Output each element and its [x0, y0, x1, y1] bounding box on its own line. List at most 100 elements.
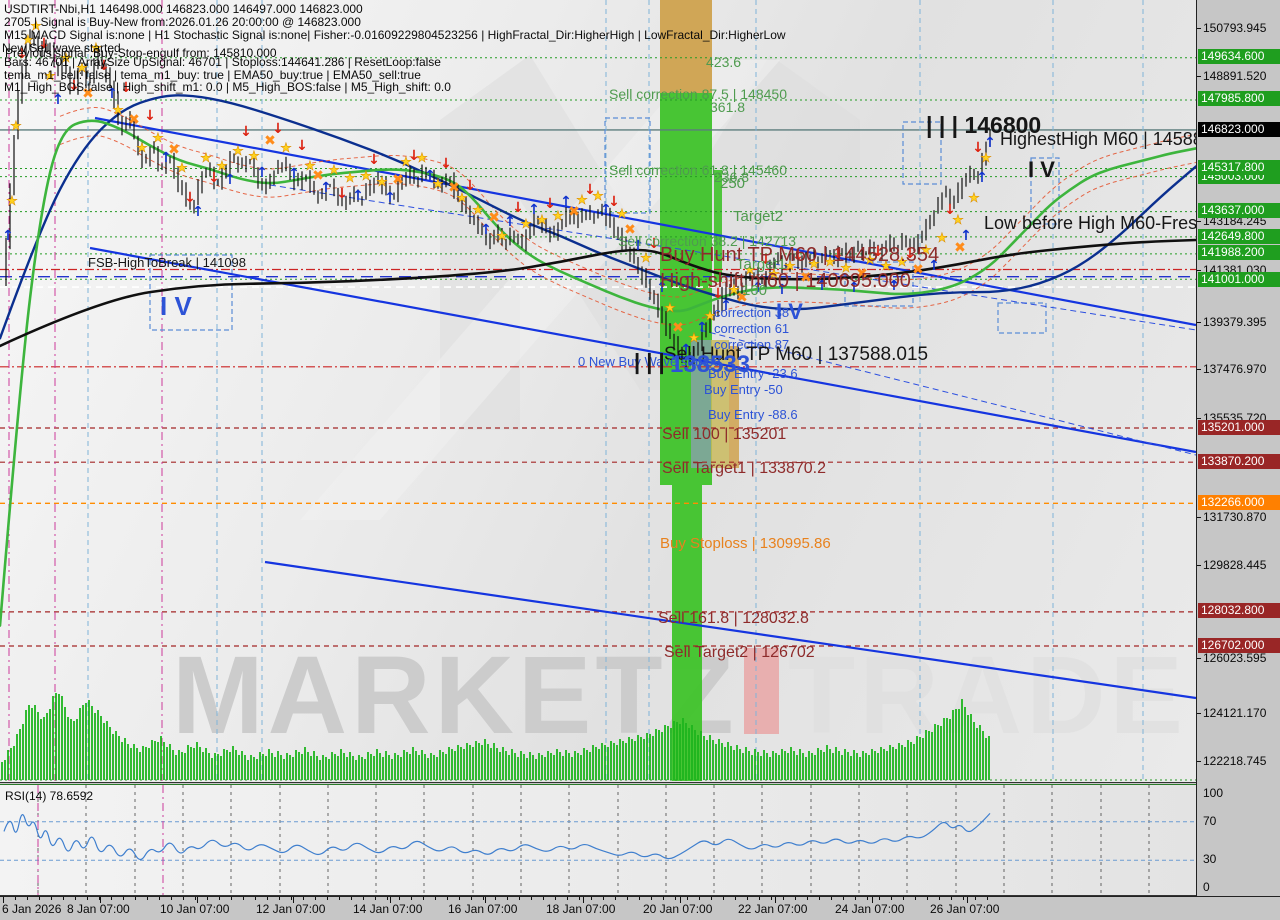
signal-star-icon: ★	[728, 283, 740, 298]
time-axis-label: 8 Jan 07:00	[67, 902, 130, 916]
signal-buy-arrow-icon: ↑	[2, 228, 14, 244]
signal-star-icon: ★	[664, 301, 676, 316]
signal-sell-arrow-icon: ↓	[368, 152, 380, 168]
signal-buy-arrow-icon: ↑	[288, 166, 300, 182]
price-tick-label: 148891.520	[1203, 69, 1267, 83]
signal-buy-arrow-icon: ↑	[888, 278, 900, 294]
signal-star-icon: ★	[432, 177, 444, 192]
current-price-badge: 146823.000	[1198, 122, 1280, 137]
signal-x-icon: ✖	[856, 266, 868, 282]
signal-buy-arrow-icon: ↑	[160, 150, 172, 166]
signal-star-icon: ★	[552, 209, 564, 224]
highlight-zone	[714, 170, 722, 282]
envelope-band	[59, 107, 1196, 298]
price-tick-label: 122218.745	[1203, 754, 1267, 768]
price-level-badge: 143637.000	[1198, 203, 1280, 218]
trendline-dashed[interactable]	[699, 329, 1196, 456]
trendline[interactable]	[264, 560, 1196, 700]
signal-star-icon: ★	[688, 331, 700, 346]
time-axis-label: 16 Jan 07:00	[448, 902, 518, 916]
signal-star-icon: ★	[60, 51, 72, 66]
signal-star-icon: ★	[416, 151, 428, 166]
signal-sell-arrow-icon: ↓	[904, 246, 916, 262]
rsi-scale-label: 30	[1203, 852, 1217, 866]
trendline-dashed[interactable]	[269, 184, 1196, 331]
price-level-badge: 126702.000	[1198, 638, 1280, 653]
signal-star-icon: ★	[280, 141, 292, 156]
rsi-scale-label: 0	[1203, 880, 1210, 894]
signal-star-icon: ★	[496, 229, 508, 244]
price-chart-canvas: MARKETZ TRADE↑★★↓★★↓★↑★↓★✖★↓↑★↓✖★↓★↑✖★↓↑★…	[0, 0, 1196, 781]
time-axis-label: 22 Jan 07:00	[738, 902, 808, 916]
signal-sell-arrow-icon: ↓	[98, 58, 110, 74]
signal-sell-arrow-icon: ↓	[972, 140, 984, 156]
price-axis[interactable]: 150793.945 148891.520 143184.245 141381.030…	[1196, 0, 1280, 896]
signal-star-icon: ★	[30, 19, 42, 34]
price-tick-label: 131730.870	[1203, 510, 1267, 524]
signal-star-icon: ★	[44, 69, 56, 84]
signal-star-icon: ★	[152, 131, 164, 146]
signal-sell-arrow-icon: ↓	[120, 80, 132, 96]
time-axis-label: 24 Jan 07:00	[835, 902, 905, 916]
signal-star-icon: ★	[808, 257, 820, 272]
time-axis-label: 10 Jan 07:00	[160, 902, 230, 916]
signal-buy-arrow-icon: ↑	[928, 258, 940, 274]
pattern-box[interactable]	[902, 121, 942, 185]
price-level-badge: 141988.200	[1198, 245, 1280, 260]
watermark-accent-block	[744, 648, 779, 734]
signal-star-icon: ★	[200, 151, 212, 166]
signal-star-icon: ★	[344, 171, 356, 186]
signal-buy-arrow-icon: ↑	[480, 222, 492, 238]
signal-x-icon: ✖	[954, 240, 966, 256]
signal-buy-arrow-icon: ↑	[984, 135, 996, 151]
signal-x-icon: ✖	[672, 320, 684, 336]
highlight-zone	[660, 0, 712, 93]
highlight-zone	[729, 346, 739, 468]
time-axis[interactable]: 6 Jan 2026 8 Jan 07:00 10 Jan 07:00 12 Jan …	[0, 896, 1280, 920]
rsi-canvas	[0, 785, 1196, 895]
signal-star-icon: ★	[376, 175, 388, 190]
signal-sell-arrow-icon: ↓	[408, 148, 420, 164]
signal-x-icon: ✖	[736, 290, 748, 306]
rsi-scale-label: 100	[1203, 786, 1224, 800]
signal-buy-arrow-icon: ↑	[256, 165, 268, 181]
signal-sell-arrow-icon: ↓	[792, 248, 804, 264]
signal-star-icon: ★	[744, 263, 756, 278]
signal-star-icon: ★	[576, 193, 588, 208]
highlight-zone	[711, 340, 729, 468]
signal-sell-arrow-icon: ↓	[464, 178, 476, 194]
trendline[interactable]	[89, 246, 1196, 454]
signal-star-icon: ★	[472, 203, 484, 218]
signal-x-icon: ✖	[392, 172, 404, 188]
signal-star-icon: ★	[22, 33, 34, 48]
price-chart-pane[interactable]: MARKETZ TRADE ↑ ★ ★ ↓ ★ ★ ↓ ★ ↑ ★ ↓ ★ ✖ ★ ↓ ↑ ★ ↓ ✖ ★ ↓ ★ ↑ ✖ ★ ↓ ↑ ★…	[0, 0, 1196, 783]
watermark-logo	[440, 55, 860, 430]
signal-star-icon: ★	[90, 41, 102, 56]
pattern-box[interactable]	[1030, 157, 1060, 225]
signal-star-icon: ★	[824, 255, 836, 270]
ma-black	[0, 238, 1196, 348]
signal-star-icon: ★	[840, 261, 852, 276]
signal-sell-arrow-icon: ↓	[832, 246, 844, 262]
signal-sell-arrow-icon: ↓	[38, 36, 50, 52]
rsi-scale-label: 70	[1203, 814, 1217, 828]
signal-buy-arrow-icon: ↑	[224, 172, 236, 188]
rsi-indicator-pane[interactable]: RSI(14) 78.6592	[0, 784, 1196, 896]
signal-x-icon: ✖	[168, 142, 180, 158]
pattern-box[interactable]	[844, 261, 914, 307]
price-tick-label: 126023.595	[1203, 651, 1267, 665]
signal-x-icon: ✖	[800, 270, 812, 286]
signal-star-icon: ★	[216, 159, 228, 174]
signal-buy-arrow-icon: ↑	[976, 170, 988, 186]
ma-navy	[0, 94, 1196, 340]
price-level-badge: 147985.800	[1198, 91, 1280, 106]
signal-star-icon: ★	[592, 189, 604, 204]
pattern-box[interactable]	[997, 302, 1047, 334]
signal-star-icon: ★	[304, 159, 316, 174]
time-axis-label: 12 Jan 07:00	[256, 902, 326, 916]
signal-star-icon: ★	[968, 191, 980, 206]
pattern-box[interactable]	[604, 117, 651, 214]
signal-buy-arrow-icon: ↑	[632, 238, 644, 254]
signal-x-icon: ✖	[568, 204, 580, 220]
